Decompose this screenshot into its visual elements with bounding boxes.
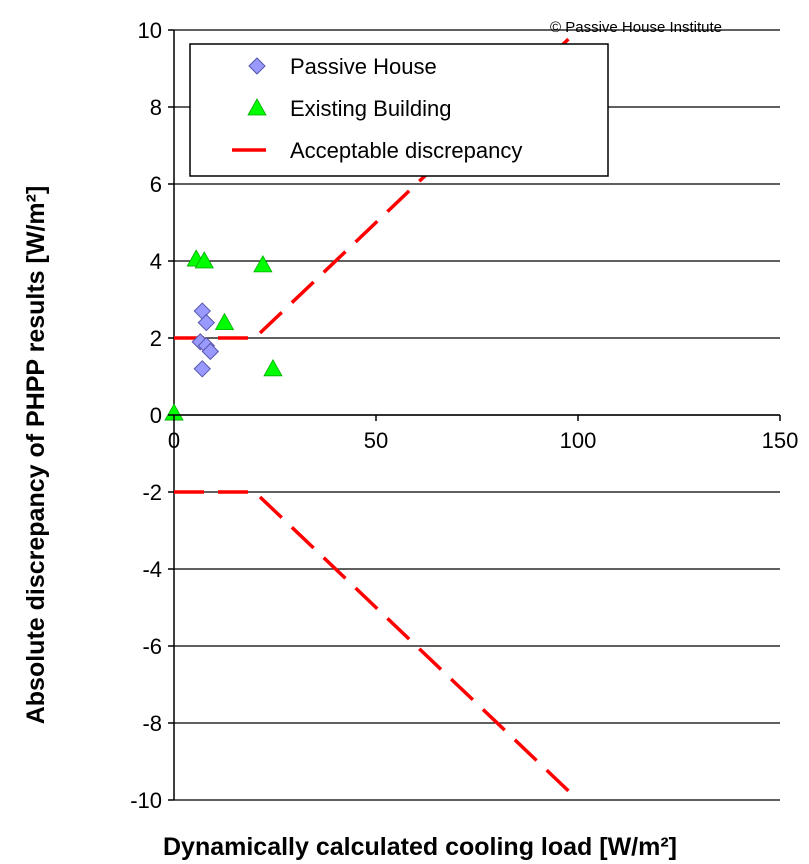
- x-tick-label: 50: [364, 428, 388, 453]
- x-tick-label: 150: [762, 428, 799, 453]
- legend: Passive House Existing Building Acceptable…: [189, 43, 609, 177]
- legend-diamond-icon: [248, 57, 266, 75]
- x-tick-label: 100: [560, 428, 597, 453]
- legend-label: Existing Building: [290, 96, 451, 121]
- data-markers: [164, 249, 283, 421]
- y-tick-label: 2: [150, 326, 162, 351]
- legend-label: Acceptable discrepancy: [290, 138, 522, 163]
- legend-triangle-icon: [247, 98, 267, 116]
- y-tick-label: 6: [150, 172, 162, 197]
- existing-building-point: [263, 358, 283, 377]
- y-tick-label: 8: [150, 95, 162, 120]
- legend-label: Passive House: [290, 54, 437, 79]
- existing-building-point: [194, 251, 214, 269]
- y-axis: -10 -8 -6 -4 -2 0 2 4 6 8 10: [130, 18, 174, 813]
- passive-house-point: [197, 313, 216, 332]
- y-axis-title: Absolute discrepancy of PHPP results [W/…: [22, 186, 50, 725]
- acceptable-discrepancy-line: [174, 490, 580, 802]
- y-tick-label: -8: [142, 711, 162, 736]
- y-tick-label: 4: [150, 249, 162, 274]
- x-tick-label: 0: [168, 428, 180, 453]
- y-tick-label: -4: [142, 557, 162, 582]
- existing-building-point: [253, 255, 273, 273]
- y-tick-label: -10: [130, 788, 162, 813]
- copyright-notice: © Passive House Institute: [550, 19, 722, 36]
- passive-house-point: [193, 360, 211, 378]
- y-tick-label: -6: [142, 634, 162, 659]
- y-tick-label: 10: [138, 18, 162, 43]
- y-tick-label: 0: [150, 403, 162, 428]
- x-axis: 0 50 100 150: [168, 414, 799, 453]
- existing-building-point: [214, 312, 235, 331]
- passive-house-point: [201, 342, 220, 361]
- x-axis-title: Dynamically calculated cooling load [W/m…: [163, 833, 677, 861]
- y-tick-label: -2: [142, 480, 162, 505]
